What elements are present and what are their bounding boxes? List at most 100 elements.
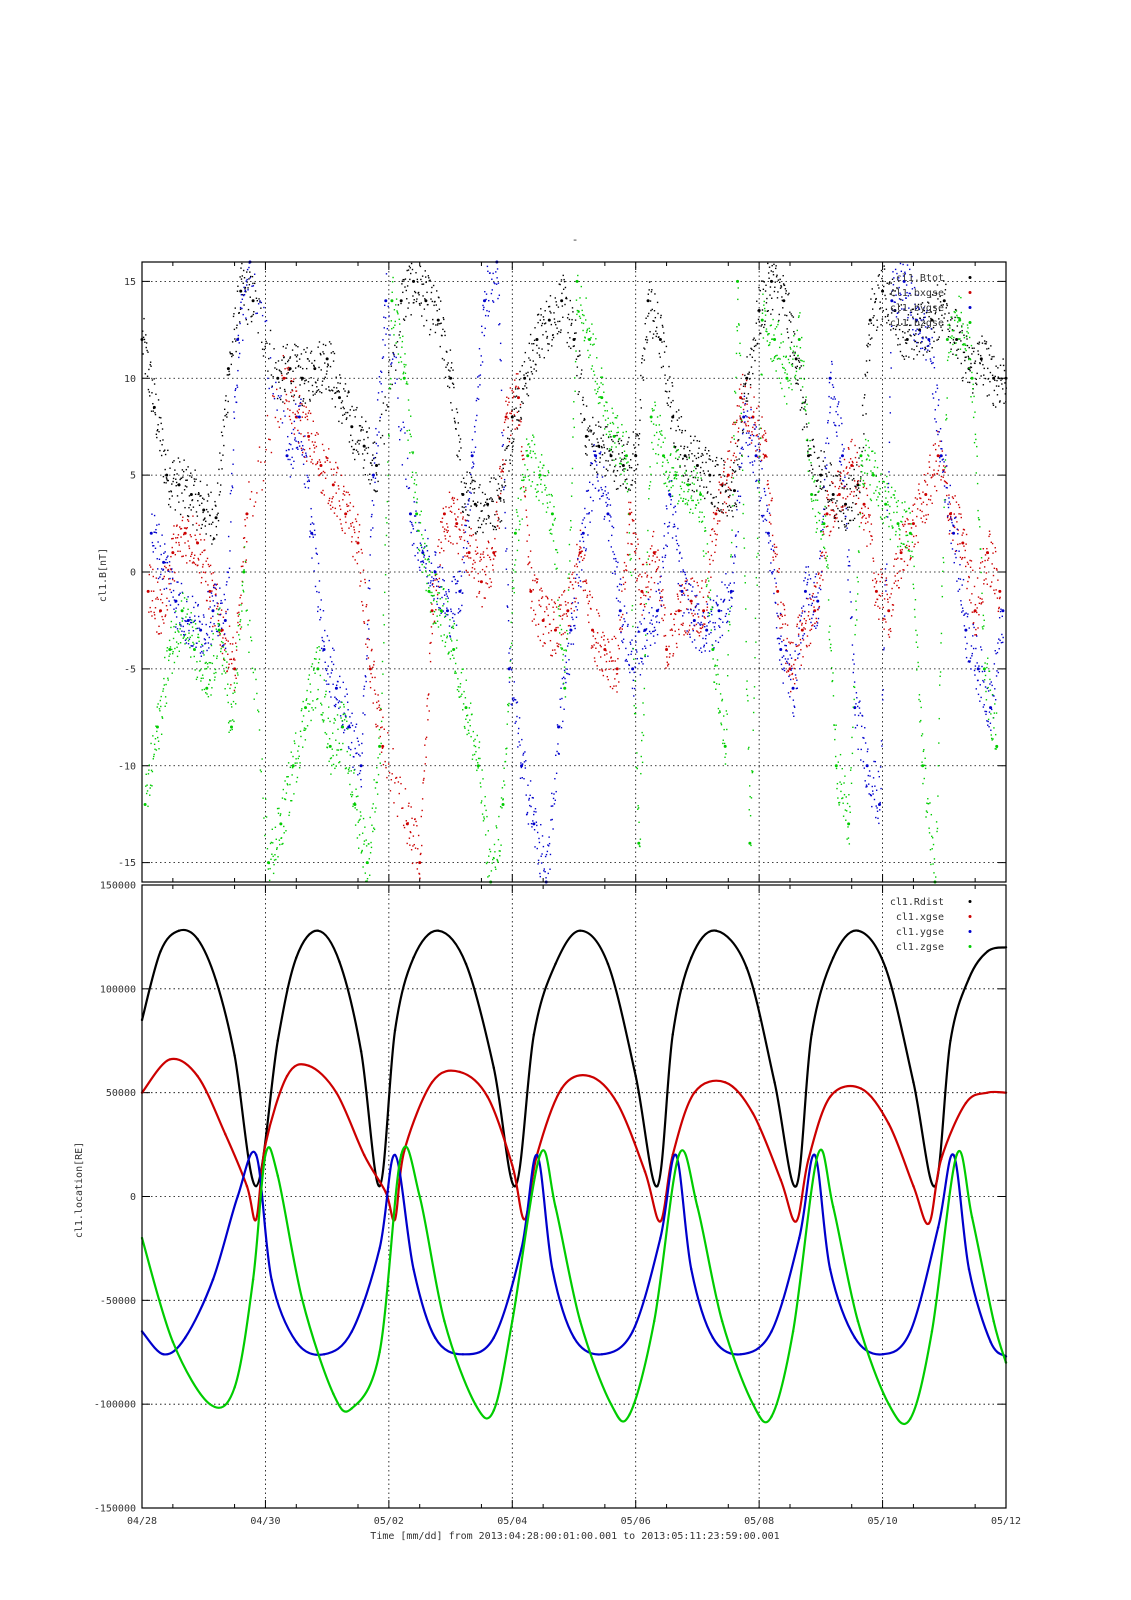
data-point (482, 308, 485, 311)
data-point (611, 572, 614, 574)
data-point (995, 385, 998, 387)
data-point (227, 640, 229, 642)
data-point (178, 594, 180, 596)
data-point (571, 616, 573, 619)
data-point (492, 500, 494, 503)
data-point (558, 283, 560, 285)
data-point (752, 372, 754, 375)
data-point (818, 605, 821, 608)
data-point (446, 351, 448, 353)
data-point (938, 445, 940, 447)
data-point (212, 625, 214, 628)
data-point (508, 652, 510, 654)
data-point (599, 453, 601, 455)
data-point (246, 541, 248, 543)
data-point (924, 479, 926, 482)
data-point (350, 741, 353, 744)
data-point (343, 494, 346, 496)
data-point (846, 473, 848, 475)
data-point (300, 376, 304, 380)
data-point (753, 396, 755, 398)
data-point (699, 485, 701, 487)
data-point (807, 615, 810, 617)
data-point (488, 517, 490, 519)
data-point (898, 311, 900, 313)
data-point (578, 576, 580, 579)
data-point (741, 398, 743, 400)
data-point (199, 495, 201, 497)
data-point (152, 575, 154, 578)
data-point (391, 358, 394, 360)
data-point (619, 601, 621, 603)
data-point (877, 284, 879, 286)
data-point (420, 278, 422, 281)
data-point (678, 628, 680, 631)
data-point (536, 824, 538, 827)
data-point (311, 522, 314, 524)
data-point (336, 515, 338, 517)
data-point (529, 550, 532, 552)
data-point (232, 463, 234, 465)
data-point (724, 483, 727, 486)
data-point (536, 352, 538, 354)
data-point (927, 472, 929, 475)
data-point (500, 389, 503, 392)
data-point (413, 301, 415, 304)
data-point (682, 475, 685, 477)
data-point (550, 654, 552, 657)
data-point (212, 537, 215, 539)
data-point (315, 463, 317, 466)
data-point (494, 537, 496, 540)
data-point (433, 598, 435, 600)
data-point (708, 571, 710, 573)
data-point (640, 597, 642, 599)
data-point (913, 334, 916, 337)
data-point (439, 323, 441, 325)
data-point (333, 352, 336, 355)
data-point (985, 578, 987, 580)
data-point (980, 375, 982, 377)
data-point (573, 597, 575, 599)
data-point (795, 367, 798, 370)
data-point (230, 489, 233, 492)
data-point (344, 390, 346, 392)
data-point (300, 353, 303, 355)
data-point (513, 697, 515, 699)
data-point (577, 582, 579, 584)
data-point (231, 486, 234, 489)
data-point (317, 461, 319, 463)
data-point (431, 584, 434, 586)
data-point (583, 417, 586, 420)
data-point (874, 578, 877, 580)
data-point (425, 756, 427, 758)
data-point (192, 506, 195, 508)
data-point (830, 464, 832, 466)
data-point (537, 863, 539, 865)
data-point (574, 332, 576, 334)
data-point (787, 337, 790, 339)
data-point (369, 473, 371, 475)
data-point (437, 545, 439, 548)
data-point (941, 314, 943, 317)
data-point (328, 448, 330, 450)
data-point (473, 425, 476, 428)
data-point (986, 547, 988, 550)
data-point (909, 324, 911, 327)
data-point (741, 373, 744, 376)
data-point (151, 392, 153, 394)
data-point (203, 518, 206, 520)
data-point (378, 463, 380, 466)
data-point (497, 494, 499, 497)
data-point (959, 543, 961, 545)
data-point (175, 481, 178, 484)
data-point (651, 289, 653, 291)
data-point (393, 354, 395, 356)
data-point (937, 298, 939, 300)
data-point (478, 590, 481, 593)
data-point (936, 473, 939, 475)
data-point (327, 457, 329, 459)
data-point (576, 543, 578, 546)
data-point (773, 290, 776, 293)
data-point (343, 388, 345, 390)
data-point (451, 617, 454, 619)
